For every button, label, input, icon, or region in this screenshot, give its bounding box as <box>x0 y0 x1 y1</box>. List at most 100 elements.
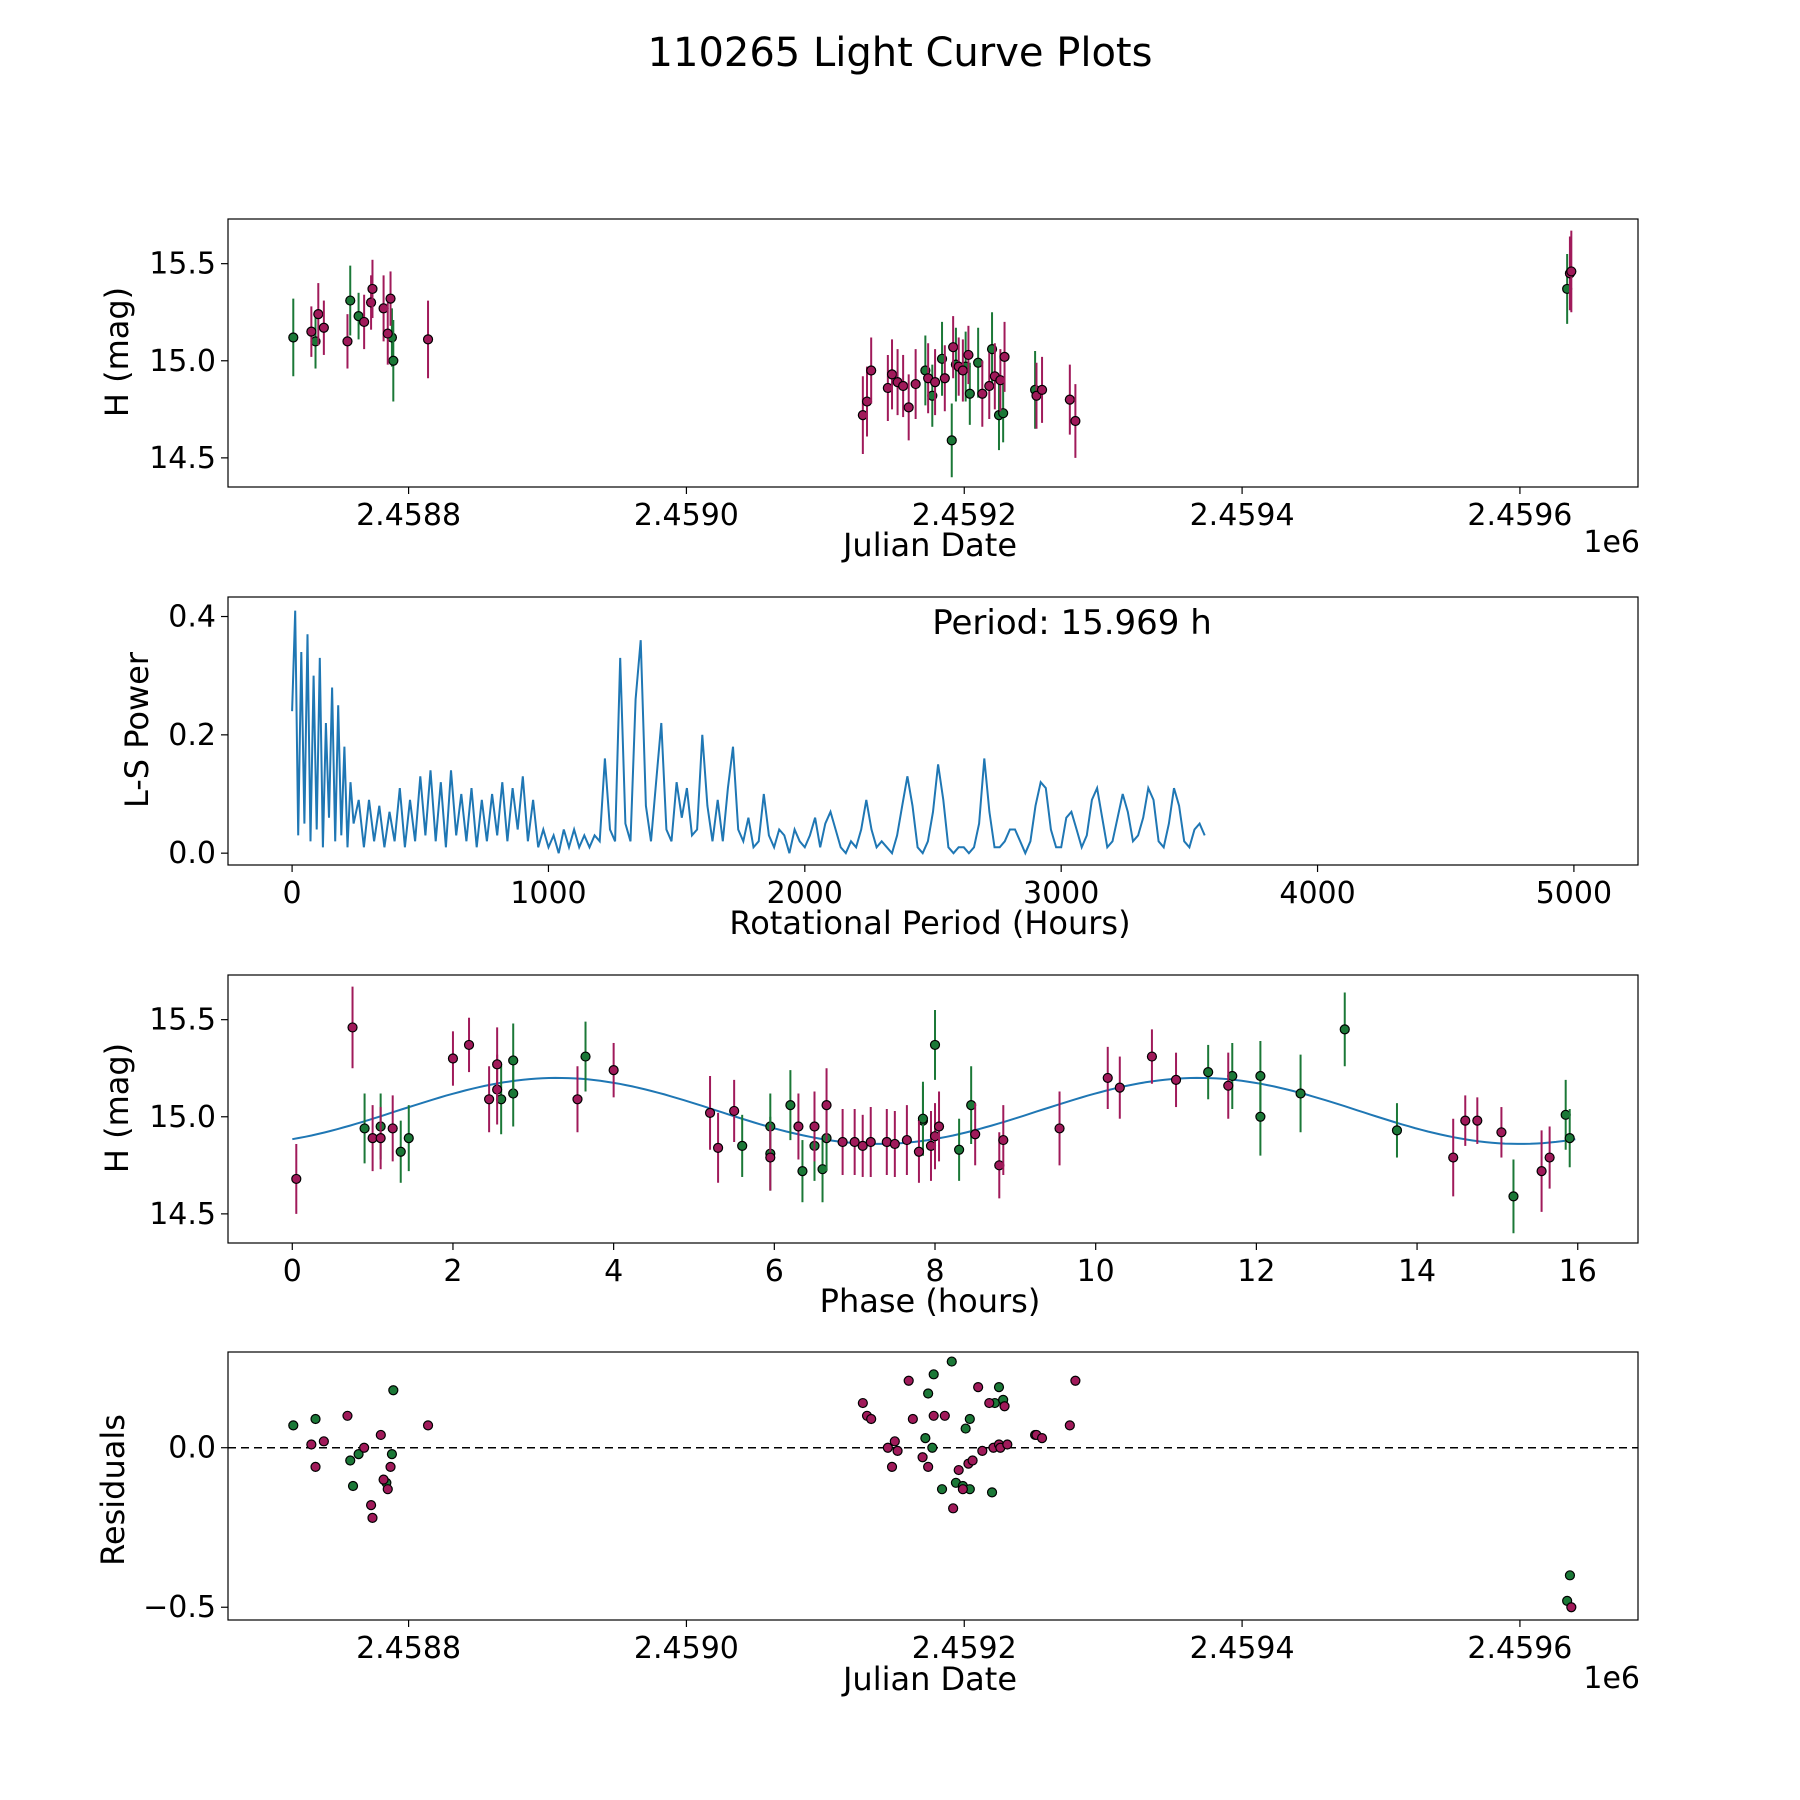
phased-plot-area <box>291 986 1576 1234</box>
phased-point-r <box>572 1094 583 1105</box>
phased-point-g <box>954 1144 965 1155</box>
residuals-point-r <box>385 1461 396 1472</box>
residuals-point-r <box>1070 1375 1081 1386</box>
phased-point-r <box>704 1107 716 1118</box>
residuals-point-g <box>923 1388 934 1399</box>
phased-point-r <box>1496 1127 1507 1138</box>
residuals-x-tick-label: 2.4594 <box>1190 1631 1295 1666</box>
residuals-plot-area <box>228 1356 1638 1613</box>
phased-point-g <box>929 1039 941 1051</box>
raw-x-tick-label: 2.4594 <box>1190 498 1295 533</box>
residuals-point-g <box>347 1480 359 1492</box>
raw-point-g <box>288 332 299 343</box>
phased-x-tick-label: 8 <box>925 1254 944 1289</box>
phased-x-tick-label: 6 <box>765 1254 784 1289</box>
raw-point-r <box>1064 394 1075 405</box>
phased-y-tick-label: 15.0 <box>149 1100 216 1135</box>
phased-point-g <box>785 1100 796 1111</box>
phased-point-g <box>395 1146 406 1157</box>
phased-point-r <box>492 1059 503 1070</box>
phased-point-g <box>797 1166 808 1177</box>
phased-point-r <box>291 1173 302 1185</box>
phased-point-r <box>1114 1082 1125 1093</box>
periodogram-x-tick-label: 3000 <box>1023 876 1099 911</box>
residuals-x-tick-label: 2.4596 <box>1467 1631 1572 1666</box>
phased-point-g <box>1391 1125 1403 1136</box>
phased-point-r <box>849 1136 860 1148</box>
periodogram-panel: Rotational Period (Hours) L-S Power Peri… <box>118 596 1639 942</box>
phased-point-g <box>1255 1111 1266 1122</box>
period-annotation: Period: 15.969 h <box>932 603 1212 643</box>
phased-point-g <box>917 1113 929 1124</box>
phased-point-r <box>837 1136 848 1148</box>
periodogram-axes-frame <box>227 596 1639 866</box>
raw-point-r <box>903 402 914 413</box>
residuals-point-g <box>353 1448 364 1460</box>
raw-point-r <box>886 369 898 380</box>
raw-light-curve-panel: Julian Date H (mag) 1e6 2.4588 2.4590 2.45… <box>98 218 1640 564</box>
residuals-x-offset-label: 1e6 <box>1583 1661 1640 1696</box>
residuals-x-axis-label: Julian Date <box>841 1660 1017 1698</box>
residuals-point-r <box>1002 1439 1013 1450</box>
raw-x-axis-label: Julian Date <box>841 526 1017 564</box>
raw-point-g <box>345 295 356 306</box>
phased-point-r <box>821 1100 832 1111</box>
residuals-point-r <box>378 1474 389 1485</box>
phased-point-g <box>1203 1067 1214 1078</box>
residuals-point-r <box>1064 1420 1075 1431</box>
raw-point-r <box>957 365 968 376</box>
phased-point-r <box>809 1121 820 1132</box>
residuals-axes-frame <box>227 1351 1639 1621</box>
phased-light-curve-panel: Phase (hours) H (mag) 0 2 4 6 8 10 12 14 16 14.5 1… <box>98 974 1639 1320</box>
phased-point-r <box>1146 1051 1158 1062</box>
periodogram-y-tick-label: 0.4 <box>168 600 216 635</box>
residuals-point-r <box>892 1445 903 1457</box>
raw-axes-frame <box>227 218 1639 488</box>
raw-point-g <box>964 388 975 399</box>
residuals-x-tick-label: 2.4592 <box>912 1631 1017 1666</box>
periodogram-x-tick-label: 1000 <box>510 876 586 911</box>
raw-y-axis-label: H (mag) <box>98 287 136 417</box>
residuals-point-r <box>365 1500 377 1511</box>
raw-point-r <box>866 365 877 376</box>
raw-x-tick-label: 2.4588 <box>356 498 461 533</box>
residuals-point-g <box>310 1413 321 1425</box>
phased-point-r <box>484 1094 495 1105</box>
phased-point-r <box>793 1121 804 1132</box>
residuals-y-axis-label: Residuals <box>94 1414 132 1566</box>
raw-point-r <box>995 375 1006 386</box>
phased-point-r <box>865 1136 876 1148</box>
residuals-point-r <box>967 1455 978 1466</box>
phased-point-r <box>1170 1074 1182 1085</box>
phased-point-r <box>447 1053 459 1064</box>
residuals-point-r <box>857 1397 868 1409</box>
phased-point-r <box>857 1140 868 1151</box>
raw-point-r <box>977 388 988 399</box>
phased-x-tick-label: 10 <box>1077 1254 1115 1289</box>
phased-point-r <box>1544 1152 1555 1163</box>
raw-point-r <box>422 334 434 345</box>
residuals-point-r <box>306 1439 317 1450</box>
phased-point-r <box>729 1105 740 1117</box>
phased-point-r <box>712 1142 724 1153</box>
raw-point-r <box>365 297 377 308</box>
phased-point-r <box>765 1152 776 1163</box>
residuals-point-r <box>903 1375 914 1386</box>
phased-point-r <box>608 1065 619 1076</box>
phased-point-r <box>933 1121 945 1132</box>
phased-point-g <box>508 1055 519 1066</box>
raw-point-r <box>999 351 1010 362</box>
phased-y-tick-label: 15.5 <box>149 1003 216 1038</box>
residuals-point-g <box>388 1385 399 1396</box>
residuals-point-g <box>920 1433 931 1444</box>
residuals-point-r <box>359 1442 370 1453</box>
raw-point-g <box>973 357 984 368</box>
phased-point-r <box>347 1022 358 1033</box>
periodogram-x-tick-label: 2000 <box>767 876 843 911</box>
raw-point-r <box>367 283 378 295</box>
raw-point-r <box>318 322 329 333</box>
phased-point-g <box>1295 1088 1306 1099</box>
periodogram-x-tick-label: 5000 <box>1536 876 1612 911</box>
phased-y-axis-label: H (mag) <box>98 1043 136 1173</box>
